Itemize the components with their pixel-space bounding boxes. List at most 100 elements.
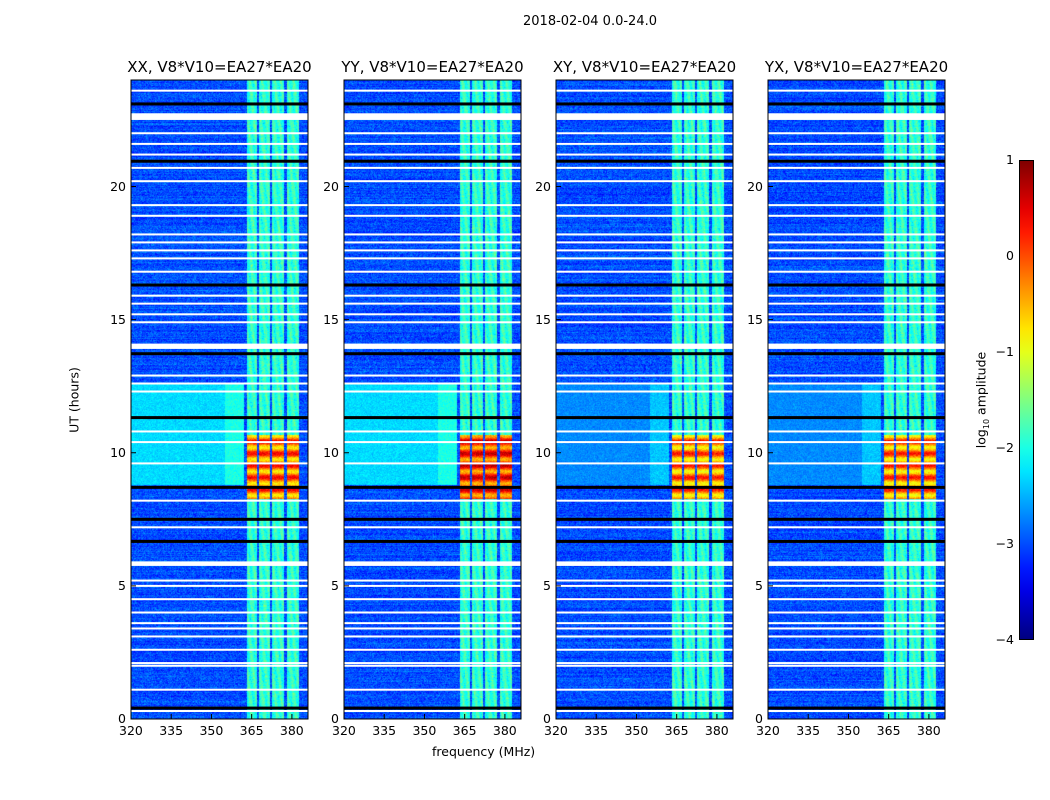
flagged-block (556, 343, 733, 349)
flagged-line (131, 204, 308, 207)
flagged-line (344, 598, 521, 601)
axes-frame (343, 79, 522, 720)
colorbar-label: log10 amplitude (973, 351, 991, 449)
flagged-line (344, 635, 521, 638)
flagged-line (556, 241, 733, 244)
y-tick-label: 10 (110, 444, 126, 460)
flagged-block (768, 113, 945, 120)
y-tick-label: 5 (118, 577, 126, 593)
flagged-line (131, 462, 308, 465)
flagged-line (344, 584, 521, 587)
flagged-line (131, 294, 308, 297)
flagged-line (768, 499, 945, 502)
flagged-line (768, 294, 945, 297)
flagged-line (344, 627, 521, 630)
flagged-line (344, 374, 521, 377)
flagged-block (344, 113, 521, 120)
flagged-line (768, 622, 945, 625)
flagged-line (556, 584, 733, 587)
y-axis-label: UT (hours) (66, 367, 82, 433)
flagged-line (556, 313, 733, 316)
flagged-line (768, 710, 945, 713)
flagged-line (131, 166, 308, 169)
flagged-line (344, 233, 521, 236)
flagged-line (768, 664, 945, 667)
dark-line (768, 352, 945, 356)
flagged-line (344, 142, 521, 145)
y-tick-label: 15 (110, 311, 126, 327)
flagged-line (556, 214, 733, 217)
flagged-line (556, 180, 733, 183)
dark-line (344, 352, 521, 356)
dark-line (556, 159, 733, 163)
x-tick-label: 320 (332, 723, 356, 738)
x-tick-label: 335 (372, 723, 397, 738)
flagged-line (344, 710, 521, 713)
x-tick-label: 335 (159, 723, 184, 738)
axes-frame (767, 79, 946, 720)
flagged-line (556, 374, 733, 377)
dark-line (768, 706, 945, 710)
colorbar-tick-label: 1 (1006, 152, 1014, 167)
flagged-line (768, 241, 945, 244)
flagged-line (768, 382, 945, 385)
flagged-line (131, 430, 308, 433)
flagged-line (131, 382, 308, 385)
flagged-line (768, 204, 945, 207)
flagged-line (344, 688, 521, 691)
axes-frame (130, 79, 309, 720)
flagged-line (768, 441, 945, 444)
flagged-line (344, 166, 521, 169)
y-tick-label: 15 (747, 311, 763, 327)
flagged-line (556, 257, 733, 260)
y-tick-label: 0 (331, 711, 339, 726)
flagged-line (768, 462, 945, 465)
flagged-line (131, 302, 308, 305)
dark-line (344, 517, 521, 521)
x-tick-label: 380 (279, 723, 304, 738)
flagged-line (131, 584, 308, 587)
panel-title: YY, V8*V10=EA27*EA20 (341, 58, 524, 76)
flagged-line (556, 142, 733, 145)
overlay (130, 79, 309, 720)
flagged-line (768, 374, 945, 377)
flagged-line (556, 302, 733, 305)
flagged-line (768, 249, 945, 252)
flagged-line (556, 233, 733, 236)
flagged-line (131, 688, 308, 691)
x-tick-label: 350 (836, 723, 861, 738)
dark-line (768, 517, 945, 521)
y-tick-label: 10 (323, 444, 339, 460)
spectrogram-panel-yy: YY, V8*V10=EA27*EA20 320 335 350 365 380 0 5 10 1… (323, 58, 524, 738)
flagged-line (556, 648, 733, 651)
flagged-line (556, 294, 733, 297)
flagged-line (768, 89, 945, 92)
flagged-line (556, 382, 733, 385)
flagged-line (131, 153, 308, 156)
y-tick-label: 20 (747, 178, 763, 194)
colorbar-tick-label: 0 (1006, 248, 1014, 263)
x-tick-label: 365 (876, 723, 901, 738)
flagged-line (344, 294, 521, 297)
x-axis-label: frequency (MHz) (432, 744, 536, 759)
flagged-line (131, 214, 308, 217)
dark-line (556, 416, 733, 420)
flagged-block (131, 561, 308, 566)
flagged-line (768, 180, 945, 183)
flagged-line (131, 374, 308, 377)
flagged-line (768, 662, 945, 665)
y-tick-label: 0 (118, 711, 126, 726)
flagged-line (556, 499, 733, 502)
dark-line (556, 539, 733, 543)
x-tick-label: 320 (756, 723, 780, 738)
flagged-line (344, 321, 521, 324)
x-tick-label: 320 (119, 723, 143, 738)
dark-line (768, 416, 945, 420)
flagged-line (131, 627, 308, 630)
flagged-line (131, 180, 308, 183)
flagged-line (131, 142, 308, 145)
dark-line (344, 416, 521, 420)
flagged-line (344, 313, 521, 316)
flagged-line (344, 270, 521, 273)
flagged-line (768, 579, 945, 582)
